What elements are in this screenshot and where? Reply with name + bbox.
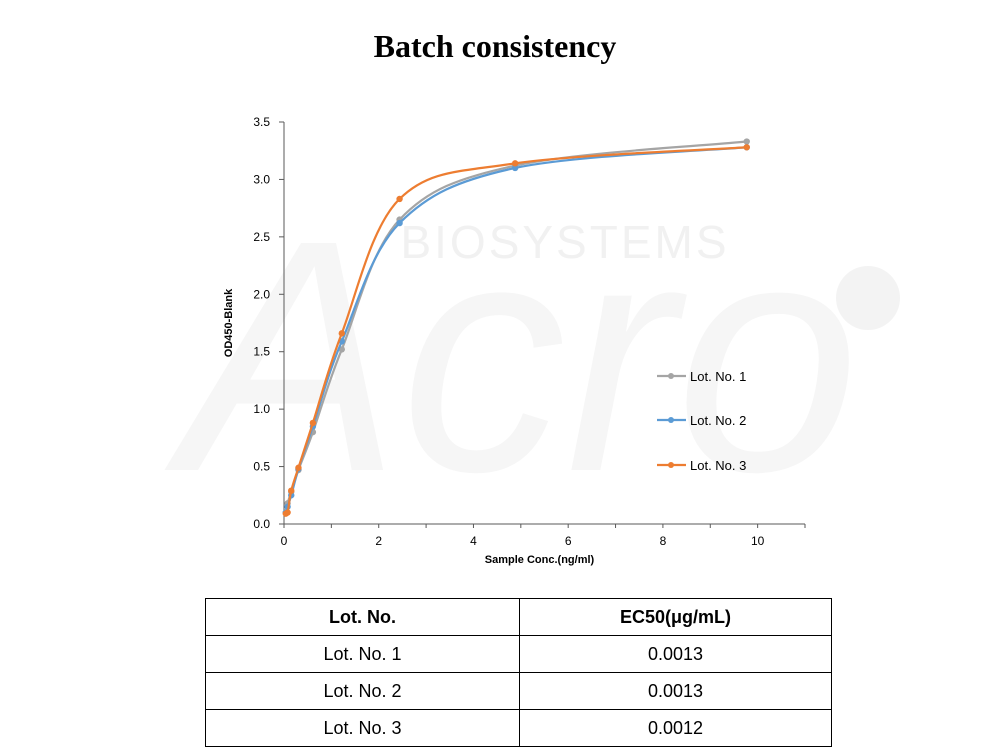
chart-axes: 0 2 4 6 8 10 0.0 0.5 1.0 1.5 2.0 2.5 3.0 3.5 Sample Co… — [223, 115, 806, 566]
y-axis-label: OD450-Blank — [223, 288, 235, 357]
x-tick-label: 0 — [281, 534, 288, 548]
x-tick-label: 10 — [751, 534, 765, 548]
legend-swatch-marker — [668, 373, 674, 379]
cell-ec50: 0.0012 — [519, 709, 832, 747]
y-tick-label: 2.0 — [253, 287, 270, 301]
data-point — [511, 160, 519, 167]
data-point — [511, 164, 519, 172]
y-tick-label: 3.5 — [253, 115, 270, 129]
y-tick-label: 0.0 — [253, 517, 270, 531]
y-tick-label: 1.5 — [253, 345, 270, 359]
chart-legend: Lot. No. 1 Lot. No. 2 Lot. No. 3 — [657, 369, 746, 473]
x-tick-label: 4 — [470, 534, 477, 548]
data-point — [743, 138, 750, 145]
table-row: Lot. No. 2 0.0013 — [205, 672, 832, 710]
watermark-logo-text: Acro — [160, 171, 859, 540]
data-point — [338, 330, 345, 337]
y-tick-label: 2.5 — [253, 230, 270, 244]
cell-lot: Lot. No. 3 — [205, 709, 520, 747]
cell-lot: Lot. No. 1 — [205, 635, 520, 673]
table-row: Lot. No. 3 0.0012 — [205, 709, 832, 747]
legend-swatch-marker — [668, 417, 674, 423]
legend-label: Lot. No. 3 — [690, 458, 746, 473]
cell-ec50: 0.0013 — [519, 635, 832, 673]
data-point — [295, 464, 302, 471]
chart-series — [282, 138, 750, 517]
ec50-table: Lot. No. EC50(μg/mL) Lot. No. 1 0.0013 L… — [205, 598, 832, 747]
header-ec50: EC50(μg/mL) — [519, 598, 832, 636]
page-title: Batch consistency — [373, 28, 617, 64]
data-point — [396, 219, 403, 227]
legend-label: Lot. No. 2 — [690, 413, 746, 428]
x-tick-label: 8 — [660, 534, 667, 548]
data-point — [309, 419, 317, 427]
header-lot-no: Lot. No. — [205, 598, 520, 636]
series-3 — [282, 144, 750, 517]
y-tick-label: 1.0 — [253, 402, 270, 416]
cell-lot: Lot. No. 2 — [205, 672, 520, 710]
legend-swatch-marker — [668, 462, 674, 468]
series-line — [284, 146, 747, 516]
x-axis-label: Sample Conc.(ng/ml) — [485, 554, 595, 566]
data-point — [743, 144, 750, 151]
legend-label: Lot. No. 1 — [690, 369, 746, 384]
cell-ec50: 0.0013 — [519, 672, 832, 710]
watermark-dot — [836, 266, 900, 330]
table-header-row: Lot. No. EC50(μg/mL) — [205, 598, 832, 636]
data-point — [288, 487, 295, 494]
watermark-text: BIOSYSTEMS — [400, 216, 729, 268]
data-point — [284, 509, 291, 516]
x-tick-label: 6 — [565, 534, 572, 548]
y-tick-label: 0.5 — [253, 460, 270, 474]
y-tick-label: 3.0 — [253, 172, 270, 186]
table-row: Lot. No. 1 0.0013 — [205, 635, 832, 673]
x-tick-label: 2 — [375, 534, 382, 548]
data-point — [396, 195, 403, 203]
